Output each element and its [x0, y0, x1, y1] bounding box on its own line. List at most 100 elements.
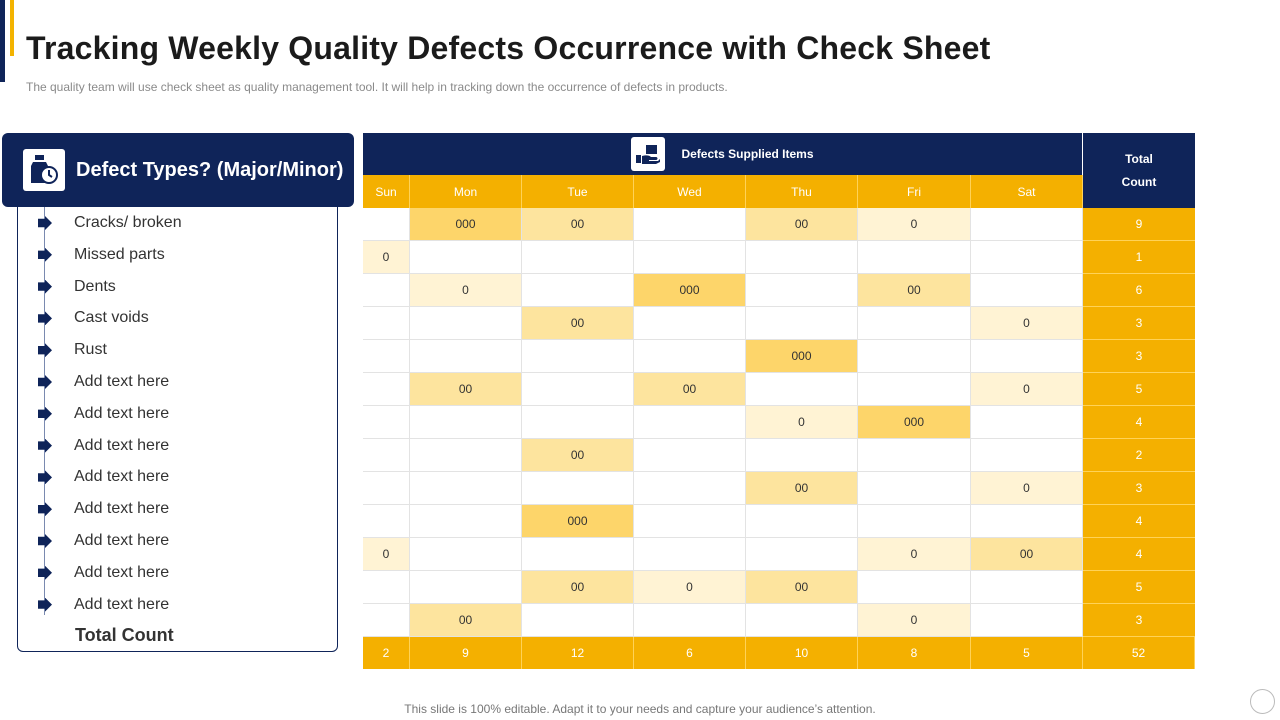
row-total-cell: 3 — [1083, 307, 1195, 340]
tally-cell — [634, 241, 746, 274]
tally-cell: 0 — [858, 604, 971, 637]
tally-cell — [522, 373, 634, 406]
tally-cell: 000 — [634, 274, 746, 307]
tally-cell — [363, 505, 410, 538]
column-total-cell: 12 — [522, 637, 634, 669]
tally-cell: 0 — [746, 406, 858, 439]
row-total-cell: 3 — [1083, 340, 1195, 373]
arrow-right-icon — [38, 470, 52, 485]
tally-cell: 00 — [410, 373, 522, 406]
tally-cell: 00 — [634, 373, 746, 406]
tally-cell — [410, 538, 522, 571]
tally-cell — [858, 340, 971, 373]
tally-cell — [971, 208, 1083, 241]
defect-item-label: Rust — [74, 341, 107, 359]
tally-cell — [746, 241, 858, 274]
tally-cell — [363, 307, 410, 340]
tally-cell — [363, 406, 410, 439]
row-total-cell: 4 — [1083, 406, 1195, 439]
row-total-cell: 4 — [1083, 538, 1195, 571]
tally-cell — [410, 472, 522, 505]
tally-cell: 00 — [522, 571, 634, 604]
column-total-cell: 10 — [746, 637, 858, 669]
arrow-right-icon — [38, 565, 52, 580]
day-header: Sun — [363, 175, 410, 208]
tally-cell — [971, 604, 1083, 637]
row-total-cell: 1 — [1083, 241, 1195, 274]
defects-supplied-header: Defects Supplied Items — [363, 133, 1083, 175]
column-total-cell: 2 — [363, 637, 410, 669]
defect-item: Add text here — [38, 435, 169, 457]
tally-cell — [522, 241, 634, 274]
tally-cell — [634, 604, 746, 637]
defect-item-label: Cracks/ broken — [74, 214, 182, 231]
tally-cell — [363, 439, 410, 472]
row-total-cell: 5 — [1083, 373, 1195, 406]
defect-item: Add text here — [38, 562, 169, 584]
defect-item: Dents — [38, 276, 116, 298]
tally-cell — [363, 274, 410, 307]
tally-cell — [971, 241, 1083, 274]
defect-item: Add text here — [38, 466, 169, 488]
defect-item-label: Add text here — [74, 532, 170, 549]
tally-cell — [971, 274, 1083, 307]
tally-cell — [410, 340, 522, 373]
tally-cell — [746, 604, 858, 637]
tally-cell — [410, 307, 522, 340]
row-total-cell: 9 — [1083, 208, 1195, 241]
tally-cell — [971, 505, 1083, 538]
column-total-cell: 5 — [971, 637, 1083, 669]
tally-cell: 000 — [858, 406, 971, 439]
tally-cell: 000 — [746, 340, 858, 373]
defect-item: Add text here — [38, 594, 169, 616]
tally-cell — [410, 439, 522, 472]
tally-cell — [522, 604, 634, 637]
tally-cell — [858, 571, 971, 604]
tally-cell — [634, 505, 746, 538]
arrow-right-icon — [38, 311, 52, 326]
bottle-clock-icon — [23, 149, 65, 191]
tally-cell — [522, 340, 634, 373]
tally-cell — [634, 439, 746, 472]
tally-cell — [363, 472, 410, 505]
column-total-cell: 6 — [634, 637, 746, 669]
total-count-header: Total Count — [1083, 133, 1195, 208]
tally-cell — [746, 373, 858, 406]
tally-cell — [971, 439, 1083, 472]
tally-cell — [746, 439, 858, 472]
tally-cell: 00 — [522, 307, 634, 340]
tally-cell: 00 — [522, 439, 634, 472]
tally-cell — [363, 571, 410, 604]
tally-cell — [858, 439, 971, 472]
footer-note: This slide is 100% editable. Adapt it to… — [404, 702, 876, 716]
defect-types-title: Defect Types? (Major/Minor) — [76, 158, 344, 181]
tally-cell: 00 — [410, 604, 522, 637]
tally-cell: 00 — [746, 208, 858, 241]
tally-cell — [410, 571, 522, 604]
tally-cell: 000 — [522, 505, 634, 538]
tally-cell — [634, 208, 746, 241]
tally-cell — [634, 307, 746, 340]
defect-item-label: Add text here — [74, 500, 170, 518]
arrow-right-icon — [38, 597, 52, 612]
defect-item-label: Add text here — [74, 373, 170, 390]
tally-cell — [971, 340, 1083, 373]
tally-cell — [971, 571, 1083, 604]
defect-item: Rust — [38, 339, 107, 361]
tally-cell — [363, 373, 410, 406]
total-count-label: Total Count — [75, 625, 174, 645]
tally-cell — [858, 307, 971, 340]
tally-cell — [410, 406, 522, 439]
tally-cell — [858, 373, 971, 406]
tally-cell: 0 — [363, 241, 410, 274]
tally-cell: 00 — [746, 571, 858, 604]
tally-cell: 00 — [746, 472, 858, 505]
tally-cell — [858, 472, 971, 505]
tally-cell — [522, 274, 634, 307]
defect-item-label: Add text here — [74, 468, 170, 486]
defect-item-label: Add text here — [74, 595, 170, 613]
tally-cell — [522, 538, 634, 571]
defect-item-label: Cast voids — [74, 309, 149, 327]
arrow-right-icon — [38, 406, 52, 421]
accent-bar-gold — [10, 0, 14, 56]
